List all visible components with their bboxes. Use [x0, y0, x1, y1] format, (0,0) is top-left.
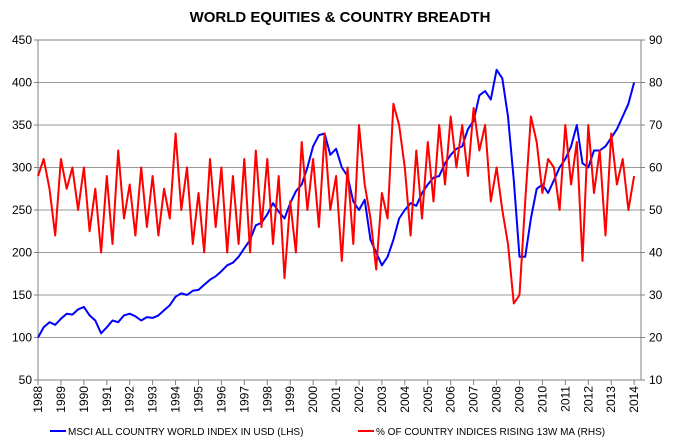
right-tick-label-60: 60 [649, 161, 663, 175]
x-tick-label-2006: 2006 [444, 386, 458, 413]
x-tick-label-2002: 2002 [352, 386, 366, 413]
series-line-0 [37, 68, 636, 338]
x-tick-label-2004: 2004 [398, 386, 412, 413]
right-tick-label-20: 20 [649, 331, 663, 345]
x-tick-label-1988: 1988 [31, 386, 45, 413]
x-tick-label-2010: 2010 [535, 386, 549, 413]
left-tick-label-150: 150 [12, 288, 32, 302]
right-tick-label-10: 10 [649, 373, 663, 387]
x-tick-label-1996: 1996 [214, 386, 228, 413]
x-tick-label-1994: 1994 [169, 386, 183, 413]
left-tick-label-100: 100 [12, 331, 32, 345]
left-tick-label-400: 400 [12, 76, 32, 90]
left-tick-label-50: 50 [19, 373, 33, 387]
x-tick-label-2007: 2007 [467, 386, 481, 413]
left-axis: 50 100 150 200 250 300 350 400 450 [12, 33, 38, 387]
x-tick-label-2009: 2009 [512, 386, 526, 413]
x-tick-label-2008: 2008 [490, 386, 504, 413]
x-tick-label-2005: 2005 [421, 386, 435, 413]
right-tick-label-70: 70 [649, 118, 663, 132]
x-tick-label-1997: 1997 [237, 386, 251, 413]
x-tick-label-2012: 2012 [581, 386, 595, 413]
right-tick-label-30: 30 [649, 288, 663, 302]
series-group [37, 68, 636, 338]
left-tick-label-450: 450 [12, 33, 32, 47]
left-tick-label-200: 200 [12, 246, 32, 260]
legend-label-msci: MSCI ALL COUNTRY WORLD INDEX IN USD (LHS… [68, 427, 303, 438]
chart-title: WORLD EQUITIES & COUNTRY BREADTH [190, 9, 491, 26]
right-tick-label-50: 50 [649, 203, 663, 217]
x-tick-label-1991: 1991 [100, 386, 114, 413]
x-tick-label-1998: 1998 [260, 386, 274, 413]
legend: MSCI ALL COUNTRY WORLD INDEX IN USD (LHS… [50, 427, 605, 438]
x-axis: 1988 1989 1990 1991 1992 1993 1994 1995 1996 1997… [31, 380, 641, 413]
x-tick-label-2014: 2014 [627, 386, 641, 413]
x-tick-label-1999: 1999 [283, 386, 297, 413]
x-tick-label-2000: 2000 [306, 386, 320, 413]
x-tick-label-1992: 1992 [123, 386, 137, 413]
right-tick-label-90: 90 [649, 33, 663, 47]
series-line-1 [37, 102, 636, 305]
x-tick-label-2013: 2013 [604, 386, 618, 413]
x-tick-label-1989: 1989 [54, 386, 68, 413]
left-tick-label-350: 350 [12, 118, 32, 132]
x-tick-label-1990: 1990 [77, 386, 91, 413]
left-tick-label-250: 250 [12, 203, 32, 217]
x-tick-label-1993: 1993 [146, 386, 160, 413]
right-axis: 10 20 30 40 50 60 70 80 90 [641, 33, 663, 387]
left-tick-label-300: 300 [12, 161, 32, 175]
right-tick-label-40: 40 [649, 246, 663, 260]
x-tick-label-2011: 2011 [558, 386, 572, 412]
x-tick-label-2003: 2003 [375, 386, 389, 413]
right-tick-label-80: 80 [649, 76, 663, 90]
gridlines [38, 39, 641, 381]
x-tick-label-1995: 1995 [191, 386, 205, 413]
legend-label-breadth: % OF COUNTRY INDICES RISING 13W MA (RHS) [376, 427, 605, 438]
x-tick-label-2001: 2001 [329, 386, 343, 413]
